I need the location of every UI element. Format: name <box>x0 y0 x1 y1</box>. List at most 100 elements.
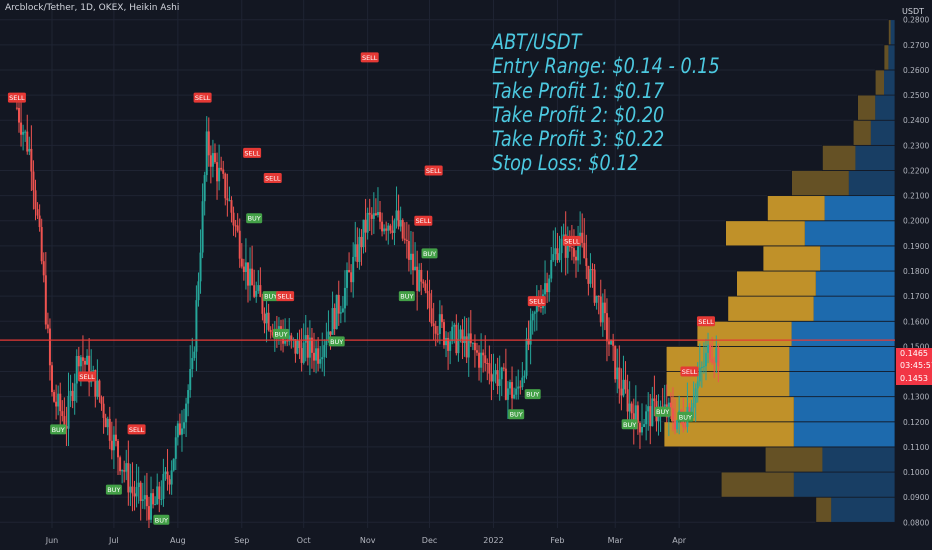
candle-body <box>183 422 186 429</box>
candle-body <box>189 368 192 391</box>
volume-bar-up <box>822 145 856 171</box>
candle-body <box>498 379 501 386</box>
candle-body <box>98 380 101 398</box>
x-tick-label: Sep <box>234 536 249 545</box>
countdown-timer: 03:45:57 <box>900 361 932 370</box>
candle-body <box>313 352 316 361</box>
candle-body <box>612 340 615 346</box>
candle-body <box>601 302 604 323</box>
candle-body <box>434 326 437 334</box>
header-separator-1: , <box>74 3 81 13</box>
buy-signal: BUY <box>421 248 438 259</box>
sell-signal: SELL <box>414 215 433 226</box>
candle-body <box>401 219 404 239</box>
volume-bar-up <box>736 271 816 297</box>
sell-signal: SELL <box>680 366 699 377</box>
candle-body <box>484 355 487 363</box>
candle-body <box>591 269 594 271</box>
buy-signal: BUY <box>272 328 289 339</box>
volume-bar-down <box>831 497 895 523</box>
sell-signal: SELL <box>263 173 282 184</box>
y-tick-label: 0.0800 <box>903 518 929 527</box>
candle-body <box>17 107 20 123</box>
low-price-badge: 0.1453 <box>896 373 932 385</box>
candle-body <box>403 238 406 240</box>
candle-body <box>257 285 260 291</box>
candle-body <box>608 341 611 345</box>
y-tick-label: 0.2800 <box>903 16 929 25</box>
signal-label: SELL <box>426 167 442 175</box>
candle-body <box>671 408 674 422</box>
candle-body <box>379 212 382 222</box>
candle-body <box>527 338 530 345</box>
candle-body <box>308 337 311 358</box>
candle-body <box>302 342 305 363</box>
candle-body <box>554 248 557 255</box>
candle-body <box>424 283 427 291</box>
candle-body <box>127 463 130 493</box>
candle-body <box>471 342 474 344</box>
volume-bar-down <box>804 220 895 246</box>
candle-body <box>649 406 652 427</box>
symbol-name[interactable]: Arcblock/Tether <box>5 3 75 13</box>
candle-body <box>626 389 629 412</box>
axis-currency-label[interactable]: USDT <box>902 7 924 16</box>
candle-body <box>296 340 299 354</box>
y-tick-label: 0.2100 <box>903 192 929 201</box>
candle-body <box>420 269 423 282</box>
interval-label[interactable]: 1D <box>80 3 93 13</box>
candle-body <box>453 324 456 327</box>
signal-label: BUY <box>623 421 636 429</box>
candle-body <box>506 388 509 400</box>
volume-bar-up <box>791 170 849 196</box>
signal-badge <box>246 213 263 224</box>
candle-body <box>284 340 287 344</box>
candle-body <box>28 148 31 152</box>
candle-body <box>692 402 695 408</box>
candle-body <box>216 162 219 182</box>
candle-body <box>442 322 445 346</box>
signal-label: BUY <box>679 413 692 421</box>
candle-body <box>504 368 507 400</box>
signal-badge <box>696 316 715 327</box>
candle-body <box>79 357 82 367</box>
candle-body <box>624 379 627 390</box>
volume-bar-up <box>767 195 825 221</box>
volume-bar-down <box>855 145 895 171</box>
signal-badge <box>276 291 295 302</box>
last-price-badge[interactable]: 0.1465 03:45:57 <box>896 348 932 373</box>
grid <box>0 0 895 528</box>
candle-body <box>669 402 672 409</box>
candle-body <box>84 360 87 365</box>
candle-body <box>226 198 229 201</box>
candle-body <box>465 336 468 358</box>
candle-body <box>430 308 433 324</box>
candle-body <box>94 370 97 397</box>
signal-label: BUY <box>400 293 413 301</box>
candle-body <box>513 394 516 399</box>
candle-body <box>139 482 142 501</box>
signal-label: SELL <box>79 373 95 381</box>
exchange-label: OKEX <box>98 3 124 13</box>
candle-body <box>329 331 332 335</box>
volume-bar-up <box>888 19 891 45</box>
buy-signal: BUY <box>654 406 671 417</box>
candle-body <box>622 379 625 396</box>
candle-body <box>387 225 390 231</box>
y-tick-label: 0.1000 <box>903 468 929 477</box>
candle-body <box>71 390 74 401</box>
chart-style-label[interactable]: Heikin Ashi <box>129 3 180 13</box>
candle-body <box>490 373 493 382</box>
candle-body <box>381 221 384 232</box>
signal-badge <box>263 173 282 184</box>
signal-label: SELL <box>277 293 293 301</box>
signal-label: BUY <box>248 215 261 223</box>
candle-body <box>389 225 392 231</box>
candle-body <box>636 405 639 423</box>
candle-body <box>150 493 153 520</box>
candle-body <box>197 281 200 301</box>
candle-body <box>414 266 417 271</box>
candle-body <box>238 230 241 259</box>
signal-badge <box>677 411 694 422</box>
